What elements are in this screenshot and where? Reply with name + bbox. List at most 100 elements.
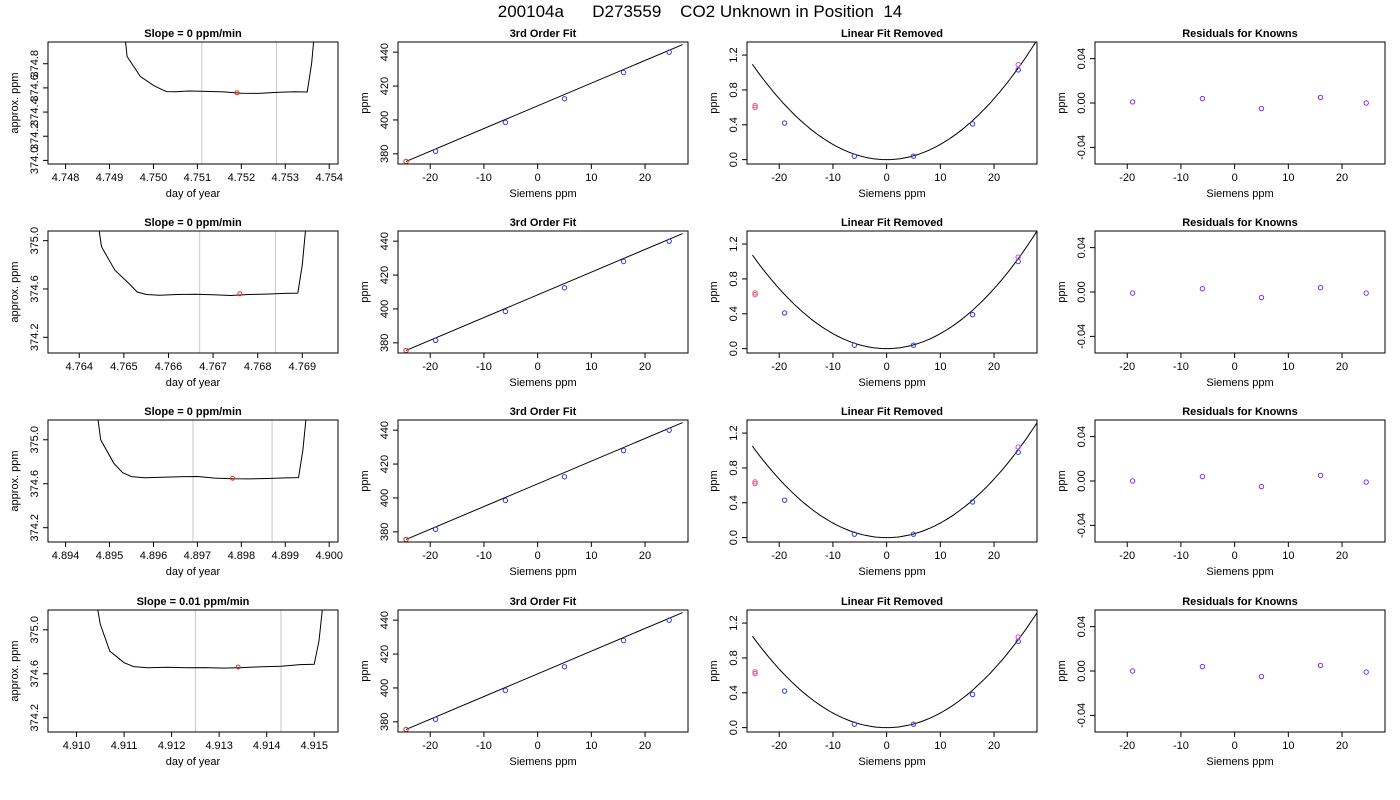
data-point — [666, 49, 672, 55]
x-tick-label: -20 — [422, 361, 438, 373]
y-axis-label: ppm — [1056, 470, 1068, 491]
x-tick-label: 20 — [639, 550, 651, 562]
plot-area — [751, 231, 1037, 350]
y-tick-label: 1.2 — [728, 615, 740, 630]
data-point — [1317, 94, 1324, 101]
x-tick-label: 4.751 — [184, 172, 212, 184]
y-tick-label: 374.4 — [29, 98, 41, 126]
y-tick-label: -0.04 — [1076, 135, 1088, 160]
y-tick-label: 400 — [379, 300, 391, 318]
y-axis-label: ppm — [708, 92, 720, 113]
x-tick-label: -10 — [825, 361, 841, 373]
panel-title: 3rd Order Fit — [510, 217, 577, 229]
x-tick-label: -10 — [1173, 550, 1189, 562]
y-axis-label: approx. ppm — [9, 261, 21, 322]
data-point — [752, 479, 758, 485]
x-tick-label: 10 — [934, 550, 946, 562]
x-tick-label: 4.894 — [52, 550, 80, 562]
x-tick-label: 0 — [535, 740, 541, 752]
x-axis-label: Siemens ppm — [1206, 756, 1273, 768]
plot-frame — [397, 230, 689, 354]
y-tick-label: 440 — [379, 232, 391, 250]
x-tick-label: -20 — [1119, 361, 1135, 373]
x-tick-label: -20 — [771, 740, 787, 752]
y-tick-label: 0.0 — [728, 152, 740, 167]
x-axis-label: Siemens ppm — [509, 188, 576, 200]
data-point — [1129, 99, 1136, 105]
x-axis-label: day of year — [166, 188, 221, 200]
y-tick-label: 0.8 — [728, 82, 740, 97]
data-point — [561, 96, 568, 102]
plot-area — [403, 233, 683, 353]
x-tick-label: 20 — [1336, 740, 1348, 752]
y-axis-label: ppm — [359, 92, 371, 113]
data-point — [781, 497, 788, 503]
x-tick-label: 20 — [639, 740, 651, 752]
data-point-alt — [752, 480, 758, 487]
x-tick-label: 4.752 — [228, 172, 256, 184]
y-tick-label: 400 — [379, 489, 391, 507]
x-tick-label: 0 — [1232, 740, 1238, 752]
data-point — [1363, 100, 1369, 106]
data-point — [432, 526, 439, 532]
panel-title: Residuals for Knowns — [1182, 28, 1298, 40]
x-axis-label: Siemens ppm — [1206, 566, 1273, 578]
y-tick-label: 374.2 — [29, 324, 41, 352]
data-point — [1258, 105, 1265, 112]
x-tick-label: 4.912 — [158, 740, 186, 752]
plot-area — [403, 44, 683, 164]
x-tick-label: 0 — [884, 550, 890, 562]
data-point — [620, 447, 627, 454]
x-tick-label: 20 — [988, 172, 1000, 184]
y-tick-label: 374.2 — [29, 514, 41, 542]
data-point — [432, 716, 439, 722]
x-tick-label: 4.913 — [205, 740, 233, 752]
x-tick-label: -20 — [1119, 550, 1135, 562]
y-tick-label: 374.6 — [29, 275, 41, 303]
y-tick-label: 0.4 — [728, 685, 740, 700]
plot-area — [97, 420, 307, 542]
x-tick-label: 4.910 — [63, 740, 91, 752]
panel-title: 3rd Order Fit — [510, 28, 577, 40]
y-tick-label: 380 — [379, 523, 391, 541]
x-tick-label: 4.754 — [315, 172, 343, 184]
data-point — [1199, 473, 1206, 480]
chart-panel: Linear Fit Removed Siemens ppm ppm -20 -10 0 1… — [708, 596, 1038, 768]
panel-title: 3rd Order Fit — [510, 596, 577, 608]
plot-area — [125, 42, 315, 164]
x-tick-label: 4.898 — [228, 550, 256, 562]
x-tick-label: -20 — [422, 740, 438, 752]
data-point — [752, 102, 758, 109]
y-tick-label: 400 — [379, 111, 391, 129]
x-axis-label: day of year — [166, 756, 221, 768]
plot-area — [1129, 284, 1369, 301]
data-point — [666, 427, 672, 433]
chart-panel: Linear Fit Removed Siemens ppm ppm -20 -10 0 1… — [708, 28, 1038, 200]
x-tick-label: -10 — [1173, 361, 1189, 373]
data-point — [1317, 284, 1324, 291]
x-tick-label: 20 — [1336, 550, 1348, 562]
data-point — [910, 531, 917, 537]
y-tick-label: 420 — [379, 455, 391, 473]
y-tick-label: 420 — [379, 266, 391, 284]
data-point-alt — [752, 104, 758, 111]
x-tick-label: -10 — [476, 740, 492, 752]
y-tick-label: 374.6 — [29, 74, 41, 102]
x-tick-label: 20 — [1336, 361, 1348, 373]
chart-panel: 3rd Order Fit Siemens ppm ppm -20 -10 0 10 20 38… — [359, 596, 689, 768]
x-axis-label: Siemens ppm — [858, 756, 925, 768]
panel-title: Linear Fit Removed — [841, 406, 943, 418]
plot-frame — [1094, 41, 1386, 165]
x-axis-label: Siemens ppm — [858, 377, 925, 389]
x-tick-label: 0 — [1232, 172, 1238, 184]
x-tick-label: 20 — [988, 361, 1000, 373]
x-tick-label: 4.765 — [110, 361, 138, 373]
x-tick-label: 4.750 — [140, 172, 168, 184]
data-point-alt — [1015, 634, 1021, 640]
chart-panel: Residuals for Knowns Siemens ppm ppm -20 -10… — [1056, 406, 1386, 578]
y-tick-label: 375.0 — [29, 426, 41, 454]
data-point — [910, 153, 917, 159]
y-tick-label: 375.0 — [29, 227, 41, 255]
y-tick-label: 420 — [379, 77, 391, 95]
plot-frame — [47, 230, 339, 354]
